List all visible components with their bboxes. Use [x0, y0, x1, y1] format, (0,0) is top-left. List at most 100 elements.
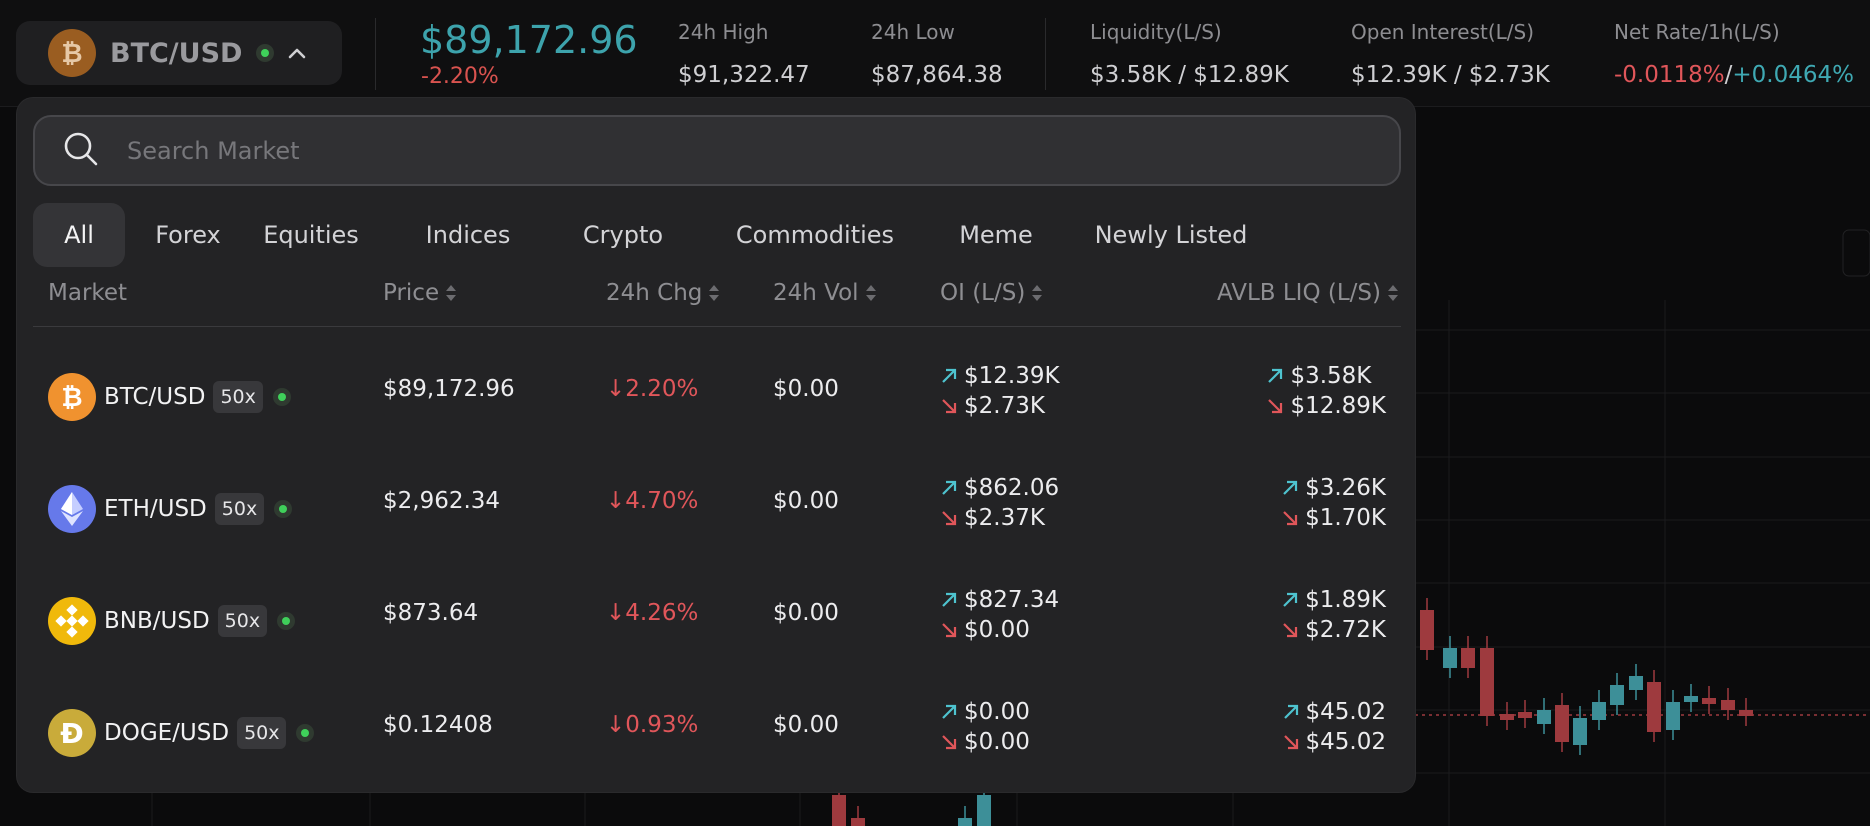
candle-body: [1647, 682, 1661, 732]
liq-long: $1.89K: [1305, 587, 1386, 613]
stat-liquidity: Liquidity(L/S) $3.58K / $12.89K: [1090, 20, 1289, 88]
bitcoin-icon: ₿: [48, 373, 96, 421]
online-status-indicator: [272, 388, 291, 406]
bitcoin-icon: ₿: [48, 29, 96, 77]
arrow-down-right-icon: [942, 623, 957, 638]
tab-all[interactable]: All: [33, 203, 125, 267]
liq-long: $3.26K: [1305, 475, 1386, 501]
oi-long: $0.00: [964, 699, 1030, 725]
dogecoin-icon: Ð: [48, 709, 96, 757]
stat-24h-high: 24h High $91,322.47: [678, 20, 810, 88]
leverage-badge: 50x: [213, 381, 263, 413]
table-row[interactable]: ₿ BTC/USD 50x $89,172.96 ↓2.20% $0.00 $1…: [33, 336, 1401, 448]
column-24h-volume[interactable]: 24h Vol: [773, 280, 877, 306]
volume-cell: $0.00: [773, 376, 839, 402]
table-row[interactable]: ETH/USD 50x $2,962.34 ↓4.70% $0.00 $862.…: [33, 448, 1401, 560]
candle-body: [1555, 705, 1569, 742]
arrow-up-right-icon: [942, 704, 957, 719]
stat-label: Net Rate/1h(L/S): [1614, 20, 1780, 44]
oi-long: $12.39K: [964, 363, 1060, 389]
tab-meme[interactable]: Meme: [959, 221, 1033, 249]
search-input[interactable]: [125, 135, 1329, 166]
arrow-up-right-icon: [1283, 592, 1298, 607]
online-status-indicator: [296, 724, 315, 742]
candle-body: [958, 818, 972, 826]
stat-label: 24h Low: [871, 20, 955, 44]
arrow-down-icon: ↓: [606, 712, 626, 738]
market-symbol: DOGE/USD: [104, 720, 230, 746]
column-open-interest[interactable]: OI (L/S): [940, 280, 1043, 306]
bnb-icon: [48, 597, 96, 645]
column-label: 24h Chg: [606, 280, 703, 306]
stat-value: $91,322.47: [678, 62, 810, 88]
change-cell: ↓4.70%: [606, 488, 698, 514]
column-price[interactable]: Price: [383, 280, 457, 306]
table-row[interactable]: Ð DOGE/USD 50x $0.12408 ↓0.93% $0.00 $0.…: [33, 672, 1401, 784]
candle-body: [1721, 700, 1735, 710]
price-cell: $873.64: [383, 600, 479, 626]
online-status-indicator: [256, 44, 275, 62]
candle-body: [1480, 648, 1494, 716]
tab-newly-listed[interactable]: Newly Listed: [1094, 221, 1248, 249]
change-cell: ↓4.26%: [606, 600, 698, 626]
candle-body: [1739, 710, 1753, 716]
open-interest-cell: $0.00 $0.00: [940, 697, 1030, 757]
tab-forex[interactable]: Forex: [155, 221, 221, 249]
chevron-up-icon: [286, 42, 308, 64]
pair-selector-button[interactable]: ₿ BTC/USD: [16, 21, 342, 85]
market-symbol: BNB/USD: [104, 608, 210, 634]
oi-long: $862.06: [964, 475, 1060, 501]
tab-crypto[interactable]: Crypto: [582, 221, 664, 249]
change-value: 4.70%: [625, 488, 699, 514]
tab-commodities[interactable]: Commodities: [735, 221, 895, 249]
sort-icon: [1032, 285, 1043, 301]
search-box[interactable]: [33, 115, 1401, 186]
header-divider: [1045, 18, 1046, 90]
column-24h-change[interactable]: 24h Chg: [606, 280, 720, 306]
table-row[interactable]: BNB/USD 50x $873.64 ↓4.26% $0.00 $827.34…: [33, 560, 1401, 672]
market-symbol: ETH/USD: [104, 496, 207, 522]
liq-short: $12.89K: [1290, 393, 1386, 419]
oi-long: $827.34: [964, 587, 1060, 613]
stat-value: $3.58K / $12.89K: [1090, 62, 1289, 88]
net-rate-separator: /: [1724, 62, 1733, 88]
arrow-up-right-icon: [942, 368, 957, 383]
candle-body: [1420, 610, 1434, 650]
tab-equities[interactable]: Equities: [263, 221, 359, 249]
leverage-badge: 50x: [214, 493, 265, 525]
stat-value: -0.0118%/+0.0464%: [1614, 62, 1854, 88]
arrow-down-icon: ↓: [606, 488, 626, 514]
liquidity-cell: $3.58K $12.89K: [1266, 361, 1386, 421]
liq-short: $45.02: [1305, 729, 1386, 755]
candle-body: [1537, 710, 1551, 724]
selected-pair-label: BTC/USD: [110, 37, 243, 69]
candle-body: [1684, 696, 1698, 702]
category-tabs: All Forex Equities Indices Crypto Commod…: [33, 203, 1401, 267]
arrow-down-icon: ↓: [606, 376, 626, 402]
change-value: 4.26%: [625, 600, 699, 626]
tab-indices[interactable]: Indices: [425, 221, 511, 249]
candle-body: [1629, 676, 1643, 690]
arrow-down-icon: ↓: [606, 600, 626, 626]
column-label: OI (L/S): [940, 280, 1026, 306]
oi-short: $2.37K: [964, 505, 1045, 531]
candle-body: [851, 818, 865, 826]
net-rate-long: -0.0118%: [1614, 62, 1725, 88]
candle-body: [1610, 685, 1624, 705]
column-label: 24h Vol: [773, 280, 859, 306]
price-cell: $0.12408: [383, 712, 493, 738]
arrow-up-right-icon: [1283, 704, 1298, 719]
candle-body: [832, 795, 846, 826]
arrow-down-right-icon: [942, 511, 957, 526]
candle-body: [1666, 702, 1680, 730]
arrow-down-right-icon: [1283, 511, 1298, 526]
sort-icon: [446, 285, 457, 301]
change-cell: ↓2.20%: [606, 376, 698, 402]
arrow-up-right-icon: [1268, 368, 1283, 383]
column-available-liquidity[interactable]: AVLB LIQ (L/S): [1217, 280, 1399, 306]
table-header: Market Price 24h Chg 24h Vol OI (L/S) AV…: [33, 280, 1401, 327]
arrow-down-right-icon: [1283, 623, 1298, 638]
sort-icon: [1388, 285, 1398, 301]
search-icon: [63, 131, 99, 171]
stat-net-rate: Net Rate/1h(L/S) -0.0118%/+0.0464%: [1614, 20, 1854, 88]
